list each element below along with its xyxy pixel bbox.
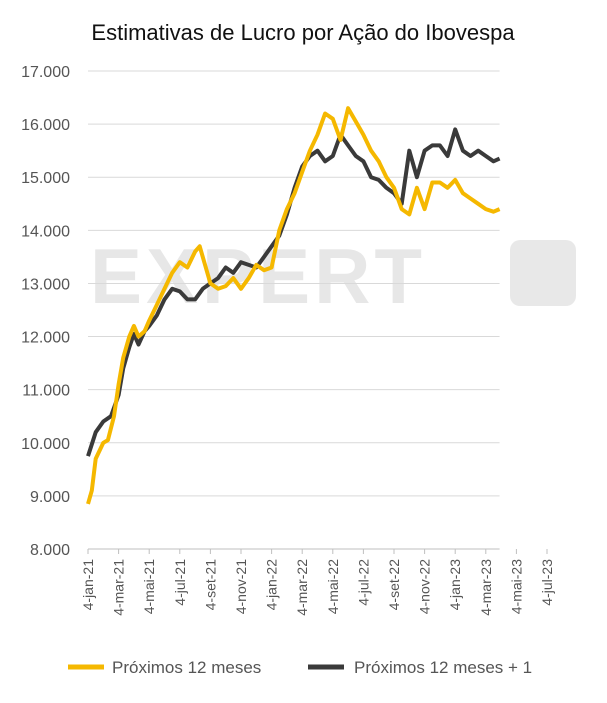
y-tick-label: 9.000 xyxy=(30,489,70,506)
x-tick-label: 4-jan-22 xyxy=(264,559,280,611)
x-tick-label: 4-set-21 xyxy=(202,559,218,611)
y-tick-label: 17.000 xyxy=(21,64,70,81)
x-tick-label: 4-mar-23 xyxy=(478,559,494,616)
series-line-0 xyxy=(86,106,501,505)
y-tick-label: 10.000 xyxy=(21,436,70,453)
svg-text:EXPERT: EXPERT xyxy=(90,232,426,320)
chart-title: Estimativas de Lucro por Ação do Ibovesp… xyxy=(91,20,515,45)
x-tick-label: 4-mar-21 xyxy=(111,559,127,616)
y-tick-label: 16.000 xyxy=(21,117,70,134)
y-tick-label: 11.000 xyxy=(22,383,70,400)
y-tick-label: 15.000 xyxy=(21,170,70,187)
x-tick-label: 4-jul-23 xyxy=(539,559,555,606)
x-tick-label: 4-nov-21 xyxy=(233,559,249,614)
legend-label: Próximos 12 meses + 1 xyxy=(354,658,532,677)
x-tick-label: 4-set-22 xyxy=(386,559,402,611)
x-tick-label: 4-jul-21 xyxy=(172,559,188,606)
x-tick-label: 4-jan-21 xyxy=(80,559,96,611)
x-tick-label: 4-mai-22 xyxy=(325,559,341,614)
legend-label: Próximos 12 meses xyxy=(112,658,261,677)
x-tick-label: 4-nov-22 xyxy=(417,559,433,614)
watermark-logo: EXPERT xyxy=(90,232,576,320)
y-tick-label: 12.000 xyxy=(21,330,70,347)
y-tick-label: 8.000 xyxy=(30,542,70,559)
x-tick-label: 4-jul-22 xyxy=(355,559,371,606)
x-tick-label: 4-jan-23 xyxy=(447,559,463,611)
x-tick-label: 4-mai-21 xyxy=(141,559,157,614)
y-tick-label: 13.000 xyxy=(21,276,70,293)
y-tick-label: 14.000 xyxy=(21,223,70,240)
x-tick-label: 4-mar-22 xyxy=(294,559,310,616)
x-tick-label: 4-mai-23 xyxy=(508,559,524,614)
